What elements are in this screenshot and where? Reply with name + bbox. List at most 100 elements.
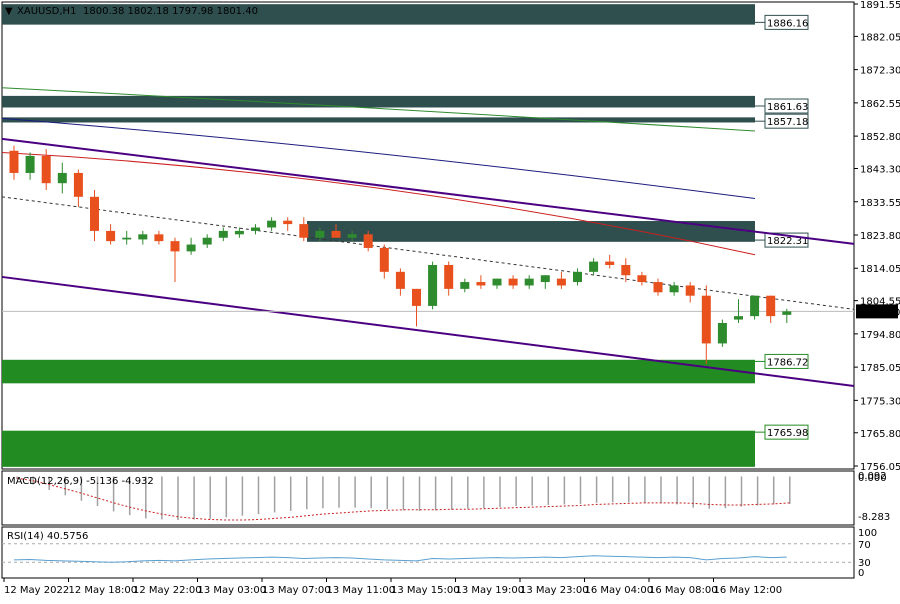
y-tick-label: 1814.05 <box>860 264 900 275</box>
ma-red-line <box>1 151 756 256</box>
candle-bull <box>122 237 132 240</box>
candle-bear <box>476 282 486 286</box>
x-tick-label: 13 May 19:00 <box>456 585 525 596</box>
zones-layer: 1886.16 1861.63 1857.18 1822.31 1786.72 1765.… <box>2 4 809 467</box>
candle-bull <box>315 230 325 238</box>
ma-green-line <box>1 87 756 132</box>
zone-support <box>2 359 755 384</box>
zone-label: 1786.72 <box>767 357 808 368</box>
candle-bull <box>492 278 502 286</box>
zone-label: 1857.18 <box>767 117 808 128</box>
current-price-box <box>856 304 898 319</box>
candle-bull <box>669 285 679 293</box>
candle-bear <box>605 261 615 266</box>
y-tick-label: 1872.30 <box>860 66 900 77</box>
x-tick-label: 16 May 12:00 <box>714 585 783 596</box>
candle-bear <box>508 278 518 286</box>
candle-bull <box>589 261 599 272</box>
macd-signal-line <box>16 477 790 521</box>
x-tick-label: 12 May 22:00 <box>133 585 202 596</box>
candle-bear <box>653 282 663 293</box>
y-tick-label: 1882.05 <box>860 32 900 43</box>
candle-bull <box>251 227 260 231</box>
candle-bull <box>750 295 760 317</box>
x-tick-label: 13 May 11:00 <box>327 585 396 596</box>
candle-bear <box>412 288 421 306</box>
menu-triangle-icon[interactable]: ▼ <box>5 6 13 17</box>
y-tick-label: 1852.80 <box>860 132 900 143</box>
candle-bear <box>701 295 711 344</box>
y-tick-label: 1833.55 <box>860 198 900 209</box>
x-tick-label: 13 May 15:00 <box>391 585 460 596</box>
candle-bull <box>460 282 470 289</box>
candle-bear <box>283 220 293 225</box>
candle-bear <box>106 230 116 242</box>
rsi-tick-label: 100 <box>858 528 877 539</box>
candle-bull <box>428 265 438 306</box>
candle-bear <box>395 271 405 289</box>
rsi-tick-label: 30 <box>858 558 871 569</box>
zone-label-box <box>764 14 809 30</box>
zone-resistance <box>2 95 755 108</box>
candle-bear <box>170 241 180 252</box>
y-tick-label: 1823.80 <box>860 231 900 242</box>
candle-bull <box>57 172 67 184</box>
candle-bear <box>685 285 695 296</box>
rsi-line <box>13 555 787 563</box>
candles-layer <box>9 145 792 364</box>
macd-tick-label: -8.283 <box>858 512 890 523</box>
candle-bull <box>734 316 743 320</box>
trend-lines-layer <box>1 87 855 388</box>
candle-bull <box>347 234 357 238</box>
candle-bull <box>782 311 792 315</box>
zone-support <box>2 430 755 467</box>
y-tick-label: 1891.55 <box>860 0 900 11</box>
ohlc-label: 1800.38 1802.18 1797.98 1801.40 <box>83 6 258 17</box>
candle-bear <box>90 196 99 231</box>
channel-lower-line <box>1 275 855 388</box>
rsi-tick-label: 0 <box>858 568 864 579</box>
candle-bull <box>524 278 534 286</box>
channel-upper-line <box>1 137 855 245</box>
macd-tick-label: 0.092 <box>858 471 887 482</box>
x-tick-label: 12 May 2022 <box>4 585 69 596</box>
zone-label-box <box>764 98 809 114</box>
zone-label: 1822.31 <box>767 236 808 247</box>
x-tick-label: 13 May 03:00 <box>198 585 267 596</box>
y-tick-label: 1775.30 <box>860 396 900 407</box>
ma-blue-line <box>1 117 756 200</box>
rsi-tick-label: 70 <box>858 540 871 551</box>
y-tick-label: 1756.05 <box>860 462 900 473</box>
price-axis: 1891.55 1882.05 1872.30 1862.55 1852.80 1843.… <box>854 0 900 473</box>
y-tick-label: 1785.05 <box>860 363 900 374</box>
x-tick-label: 13 May 23:00 <box>520 585 589 596</box>
rsi-label: RSI(14) 40.5756 <box>7 531 88 542</box>
x-tick-label: 16 May 08:00 <box>649 585 718 596</box>
zone-resistance <box>2 117 755 123</box>
macd-label: MACD(12,26,9) -5.136 -4.932 <box>7 476 154 487</box>
zone-resistance <box>307 221 755 242</box>
zone-resistance <box>2 4 755 25</box>
candle-bull <box>717 322 727 344</box>
candle-bull <box>234 230 244 235</box>
candle-bear <box>621 265 631 276</box>
candle-bull <box>540 275 550 283</box>
zone-label-box <box>764 113 809 129</box>
midline-dotted <box>1 196 855 310</box>
candle-bear <box>331 230 341 238</box>
macd-tick-label: 0.000 <box>858 473 887 484</box>
candle-bull <box>25 155 35 173</box>
candle-bear <box>444 265 454 289</box>
y-tick-label: 1765.80 <box>860 429 900 440</box>
candle-bull <box>202 237 212 245</box>
current-price-label: 1801.40 <box>859 307 900 318</box>
macd-panel-frame <box>1 470 855 526</box>
candle-bear <box>41 155 51 184</box>
candle-bear <box>73 172 83 197</box>
candle-bear <box>363 234 373 248</box>
x-tick-label: 16 May 04:00 <box>585 585 654 596</box>
zone-label: 1886.16 <box>767 18 808 29</box>
